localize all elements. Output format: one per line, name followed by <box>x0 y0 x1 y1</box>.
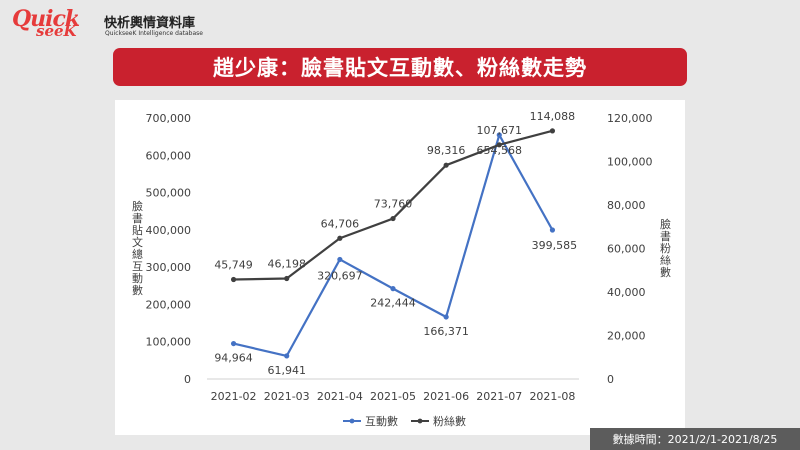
data-point <box>496 132 502 138</box>
legend-label: 互動數 <box>365 414 398 428</box>
y-right-tick-label: 120,000 <box>607 112 653 125</box>
logo-seek-text: seeK <box>36 22 77 40</box>
y-left-tick-label: 300,000 <box>146 261 192 274</box>
data-label: 98,316 <box>427 144 466 157</box>
data-label: 64,706 <box>321 217 360 230</box>
y-right-tick-label: 60,000 <box>607 243 646 256</box>
data-point <box>496 142 502 148</box>
logo-quick-text: Quick <box>12 6 80 32</box>
x-tick-label: 2021-06 <box>423 390 469 403</box>
brand-name-zh: 快析輿情資料庫 <box>104 16 196 31</box>
x-tick-label: 2021-03 <box>264 390 310 403</box>
brand-logo: Quick seeK 快析輿情資料庫 QuickseeK Intelligenc… <box>12 8 262 40</box>
y-left-tick-label: 200,000 <box>146 298 192 311</box>
data-point <box>443 314 449 320</box>
legend-label: 粉絲數 <box>433 414 466 428</box>
y-left-tick-label: 600,000 <box>146 149 192 162</box>
data-label: 399,585 <box>532 239 578 252</box>
data-period-footer: 數據時間：2021/2/1-2021/8/25 <box>590 428 800 450</box>
chart-panel: 0 100,000 200,000 300,000 400,000 500,000 600,… <box>115 100 685 435</box>
data-point <box>230 340 237 347</box>
x-tick-label: 2021-05 <box>370 390 416 403</box>
data-label: 61,941 <box>267 364 306 377</box>
data-label: 166,371 <box>423 325 469 338</box>
line-chart: 0 100,000 200,000 300,000 400,000 500,000 600,… <box>131 110 672 428</box>
chart-title: 趙少康：臉書貼文互動數、粉絲數走勢 <box>213 56 587 80</box>
x-tick-label: 2021-07 <box>476 390 522 403</box>
data-point <box>443 162 449 168</box>
series-line-interactions <box>233 133 554 358</box>
y-right-axis-title: 臉書粉絲數 <box>659 217 672 278</box>
data-point <box>284 275 290 282</box>
title-banner: 趙少康：臉書貼文互動數、粉絲數走勢 <box>113 48 687 86</box>
brand-name-en: QuickseeK Intelligence database <box>105 30 203 37</box>
data-period-text: 數據時間：2021/2/1-2021/8/25 <box>612 433 778 446</box>
x-tick-label: 2021-02 <box>211 390 257 403</box>
data-point <box>230 276 237 283</box>
y-left-tick-label: 0 <box>184 373 191 386</box>
y-left-tick-label: 400,000 <box>146 224 192 237</box>
data-label: 46,198 <box>267 258 306 271</box>
y-left-tick-label: 500,000 <box>146 187 192 200</box>
data-label: 73,760 <box>374 198 413 211</box>
y-right-tick-label: 100,000 <box>607 156 653 169</box>
x-tick-label: 2021-04 <box>317 390 363 403</box>
data-label: 94,964 <box>214 352 253 365</box>
data-point <box>337 256 343 263</box>
legend-marker <box>417 418 423 424</box>
y-right-tick-label: 0 <box>607 373 614 386</box>
y-left-tick-label: 100,000 <box>146 336 192 349</box>
data-label: 45,749 <box>214 258 253 271</box>
data-label: 654,568 <box>477 144 523 157</box>
legend-marker <box>349 418 355 424</box>
data-point <box>549 128 556 134</box>
data-point <box>549 227 556 233</box>
data-point <box>390 215 396 222</box>
y-right-tick-label: 40,000 <box>607 286 646 299</box>
data-label: 107,671 <box>477 124 523 137</box>
data-label: 242,444 <box>370 297 416 310</box>
data-point <box>390 286 396 292</box>
x-tick-label: 2021-08 <box>529 390 575 403</box>
y-right-tick-label: 80,000 <box>607 199 646 212</box>
data-label: 114,088 <box>530 110 576 123</box>
data-point <box>337 235 343 241</box>
data-point <box>284 353 290 359</box>
y-left-axis-title: 臉書貼文總互動數 <box>131 199 144 296</box>
y-right-tick-label: 20,000 <box>607 330 646 343</box>
y-left-tick-label: 700,000 <box>146 112 192 125</box>
data-label: 320,697 <box>317 269 363 282</box>
